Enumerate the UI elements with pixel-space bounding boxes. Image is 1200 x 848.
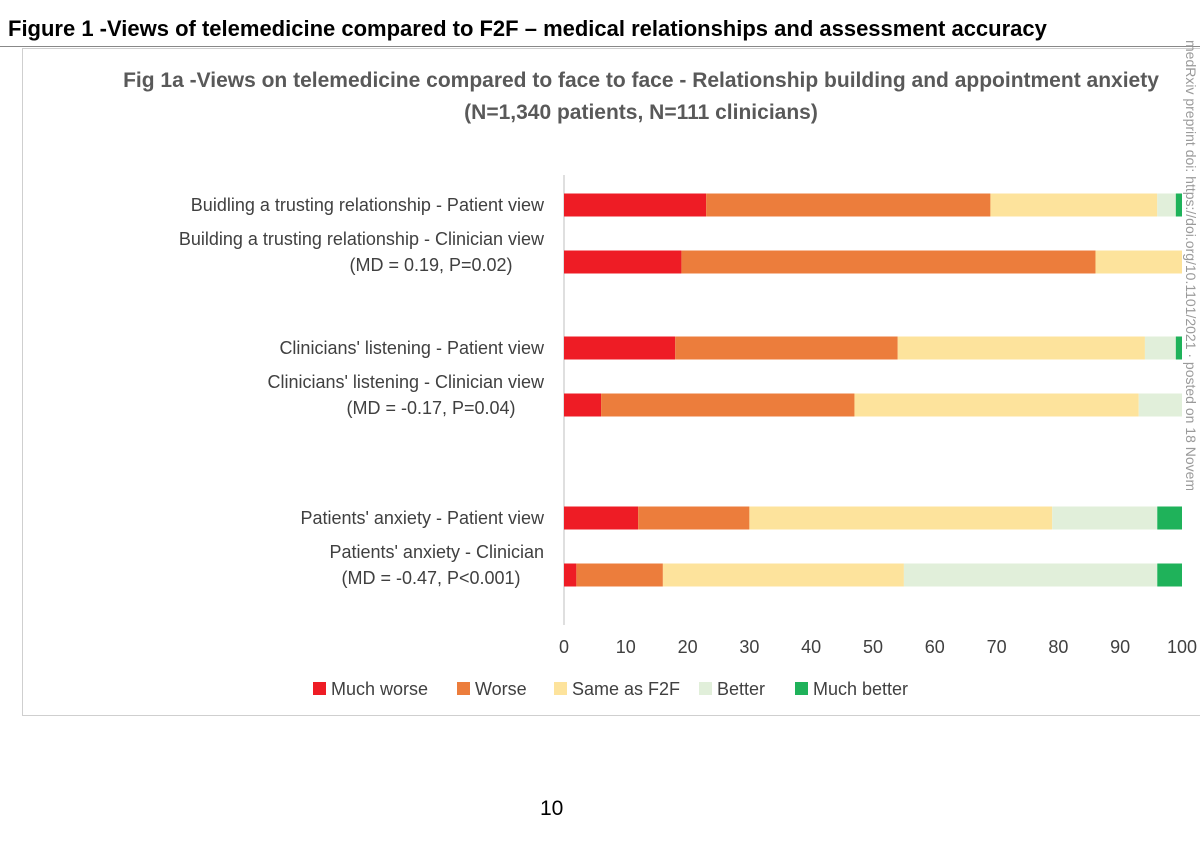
page-number: 10: [540, 797, 564, 820]
x-axis-ticks: 0 10 20 30 40 50 60 70 80 90 100: [559, 637, 1197, 657]
bar-segment-much-worse: [564, 393, 602, 417]
chart-subtitle: (N=1,340 patients, N=111 clinicians): [464, 101, 818, 124]
x-tick-label: 80: [1048, 637, 1068, 657]
bar-segment-better: [903, 563, 1158, 587]
bar-segment-better: [1157, 193, 1176, 217]
category-stat-label: (MD = -0.47, P<0.001): [341, 568, 520, 588]
category-label: Building a trusting relationship - Clini…: [179, 229, 545, 249]
category-label: Clinicians' listening - Patient view: [279, 338, 545, 358]
bar-segment-better: [1144, 336, 1176, 360]
bar-segment-better: [1052, 506, 1158, 530]
stacked-bar-chart: Fig 1a -Views on telemedicine compared t…: [123, 69, 1197, 699]
bar-segment-same-as-f2f: [662, 563, 904, 587]
bar-segment-much-better: [1157, 506, 1182, 530]
x-tick-label: 60: [925, 637, 945, 657]
x-tick-label: 40: [801, 637, 821, 657]
x-tick-label: 20: [678, 637, 698, 657]
side-watermark-text: medRxiv preprint doi: https://doi.org/10…: [1183, 40, 1199, 490]
x-tick-label: 0: [559, 637, 569, 657]
chart-title: Fig 1a -Views on telemedicine compared t…: [123, 69, 1159, 92]
legend-swatch: [554, 682, 567, 695]
bar-segment-same-as-f2f: [1095, 250, 1182, 274]
bar-segment-better: [1138, 393, 1182, 417]
bar-segment-much-worse: [564, 193, 707, 217]
bar-segment-same-as-f2f: [990, 193, 1158, 217]
category-label: Buidling a trusting relationship - Patie…: [191, 195, 545, 215]
x-tick-label: 100: [1167, 637, 1197, 657]
bar-segment-much-worse: [564, 250, 682, 274]
bar-segment-worse: [638, 506, 750, 530]
legend-label: Worse: [475, 679, 527, 699]
bar-segment-much-better: [1175, 193, 1182, 217]
bar-segment-worse: [681, 250, 1096, 274]
legend-label: Better: [717, 679, 765, 699]
side-watermark: medRxiv preprint doi: https://doi.org/10…: [1180, 40, 1200, 490]
x-tick-label: 90: [1110, 637, 1130, 657]
bar-segment-worse: [601, 393, 855, 417]
legend-label: Much better: [813, 679, 908, 699]
legend-swatch: [457, 682, 470, 695]
bar-segment-much-better: [1157, 563, 1182, 587]
chart-frame: Fig 1a -Views on telemedicine compared t…: [22, 48, 1200, 716]
figure-title: Figure 1 -Views of telemedicine compared…: [8, 16, 1047, 41]
legend-swatch: [313, 682, 326, 695]
category-stat-label: (MD = -0.17, P=0.04): [346, 398, 515, 418]
bar-segment-much-better: [1175, 336, 1182, 360]
legend: Much worse Worse Same as F2F Better Much bet…: [313, 679, 908, 699]
bar-segment-same-as-f2f: [749, 506, 1053, 530]
legend-label: Much worse: [331, 679, 428, 699]
category-stat-label: (MD = 0.19, P=0.02): [349, 255, 512, 275]
category-label: Clinicians' listening - Clinician view: [267, 372, 545, 392]
x-tick-label: 50: [863, 637, 883, 657]
category-label: Patients' anxiety - Clinician: [329, 542, 544, 562]
category-label: Patients' anxiety - Patient view: [300, 508, 545, 528]
x-tick-label: 10: [616, 637, 636, 657]
legend-swatch: [795, 682, 808, 695]
bar-segment-much-worse: [564, 506, 639, 530]
bar-segment-much-worse: [564, 563, 577, 587]
legend-label: Same as F2F: [572, 679, 680, 699]
x-tick-label: 30: [739, 637, 759, 657]
category-labels: Buidling a trusting relationship - Patie…: [179, 195, 545, 588]
bar-segment-much-worse: [564, 336, 676, 360]
legend-swatch: [699, 682, 712, 695]
bars: [564, 193, 1182, 587]
x-tick-label: 70: [987, 637, 1007, 657]
bar-segment-worse: [675, 336, 898, 360]
bar-segment-worse: [576, 563, 663, 587]
bar-segment-same-as-f2f: [854, 393, 1139, 417]
bar-segment-worse: [706, 193, 991, 217]
bar-segment-same-as-f2f: [897, 336, 1145, 360]
title-divider: [0, 46, 1200, 47]
